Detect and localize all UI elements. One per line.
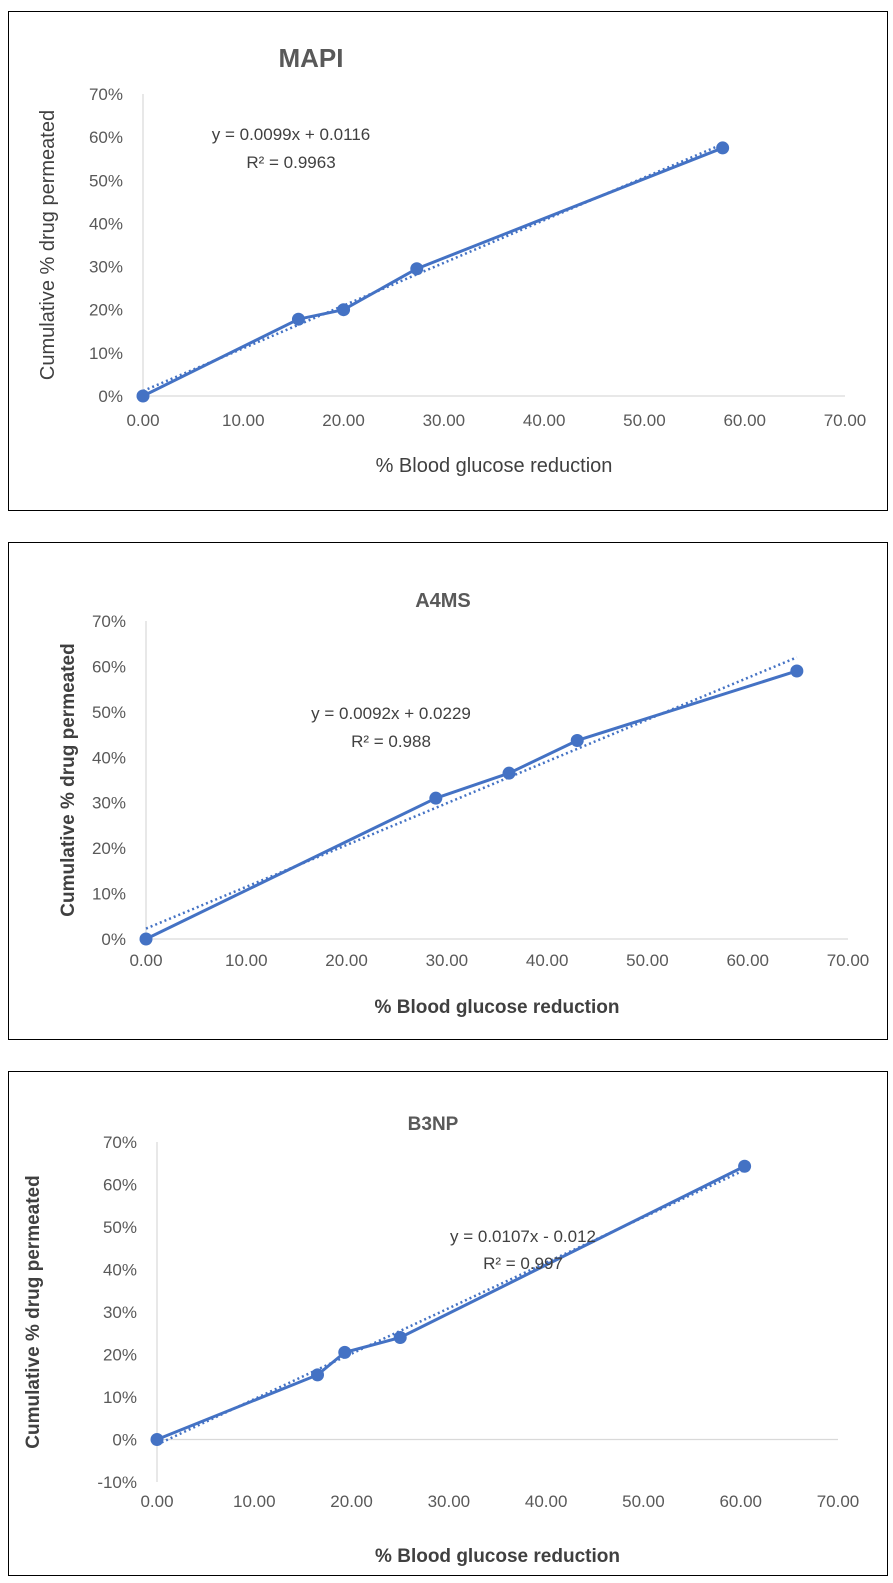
y-tick-label: 50%: [92, 703, 126, 722]
trendline-r-squared: R² = 0.988: [351, 732, 431, 751]
chart-panel-b3np: B3NP -10% 0% 10% 20% 30% 40% 50% 60% 70% 0.00 10.00…: [8, 1071, 888, 1576]
x-tick-label: 60.00: [719, 1492, 762, 1511]
series-line: [145, 669, 798, 941]
x-tick-label: 60.00: [723, 411, 766, 430]
x-tick-label: 70.00: [827, 951, 870, 970]
y-tick-label: 0%: [101, 930, 126, 949]
x-tick-label: 40.00: [523, 411, 566, 430]
y-tick-label: 20%: [103, 1346, 137, 1365]
chart-panel-mapi: MAPI 0% 10% 20% 30% 40% 50% 60% 70% 0.00 10.00 20.0…: [8, 11, 888, 511]
x-axis-title: % Blood glucose reduction: [376, 455, 613, 477]
y-axis-title: Cumulative % drug permeated: [37, 110, 59, 380]
data-point: [429, 791, 443, 805]
trendline-r-squared: R² = 0.9963: [246, 153, 335, 172]
chart-a4ms: A4MS 0% 10% 20% 30% 40% 50% 60% 70% 0.00 10.00 20.0…: [58, 590, 870, 1018]
y-tick-label: -10%: [97, 1473, 137, 1492]
y-tick-label: 60%: [103, 1176, 137, 1195]
data-point: [393, 1331, 407, 1344]
y-tick-label: 50%: [103, 1218, 137, 1237]
x-tick-label: 50.00: [622, 1492, 665, 1511]
x-tick-label: 10.00: [222, 411, 265, 430]
x-tick-label: 30.00: [426, 951, 469, 970]
x-axis-title: % Blood glucose reduction: [375, 1546, 620, 1567]
x-tick-label: 70.00: [817, 1492, 860, 1511]
x-tick-label: 30.00: [428, 1492, 471, 1511]
data-point: [716, 141, 730, 155]
data-point: [337, 303, 351, 317]
x-tick-label: 10.00: [233, 1492, 276, 1511]
data-point: [291, 312, 305, 326]
chart-mapi: MAPI 0% 10% 20% 30% 40% 50% 60% 70% 0.00 10.00 20.0…: [37, 43, 867, 477]
x-tick-label: 0.00: [129, 951, 162, 970]
data-point: [311, 1368, 325, 1382]
data-point: [738, 1159, 752, 1173]
x-tick-label: 40.00: [525, 1492, 568, 1511]
x-tick-label: 30.00: [423, 411, 466, 430]
y-tick-label: 70%: [103, 1133, 137, 1152]
y-tick-label: 40%: [89, 214, 123, 233]
x-tick-label: 10.00: [225, 951, 268, 970]
x-tick-label: 0.00: [126, 411, 159, 430]
series-line: [156, 1164, 746, 1441]
y-tick-label: 30%: [92, 794, 126, 813]
chart-title: MAPI: [279, 43, 344, 73]
trendline: [145, 656, 798, 930]
x-tick-label: 60.00: [726, 951, 769, 970]
x-tick-label: 50.00: [623, 411, 666, 430]
data-point: [502, 766, 516, 780]
trendline-equation: y = 0.0107x - 0.012: [450, 1227, 596, 1246]
y-axis-title: Cumulative % drug permeated: [58, 643, 79, 916]
series-line: [142, 146, 724, 398]
y-tick-label: 60%: [92, 657, 126, 676]
y-tick-label: 50%: [89, 171, 123, 190]
y-tick-label: 0%: [112, 1431, 137, 1450]
x-tick-label: 20.00: [322, 411, 365, 430]
chart-b3np: B3NP -10% 0% 10% 20% 30% 40% 50% 60% 70% 0.00 10.00…: [23, 1114, 860, 1567]
data-point: [790, 664, 804, 678]
x-tick-label: 70.00: [824, 411, 867, 430]
y-tick-label: 40%: [103, 1261, 137, 1280]
trendline-r-squared: R² = 0.997: [483, 1254, 563, 1273]
y-tick-label: 20%: [89, 301, 123, 320]
data-point: [150, 1433, 164, 1446]
y-axis-title: Cumulative % drug permeated: [23, 1175, 44, 1448]
y-tick-label: 60%: [89, 128, 123, 147]
chart-title: A4MS: [415, 590, 471, 612]
y-tick-label: 70%: [92, 612, 126, 631]
y-tick-label: 0%: [98, 387, 123, 406]
data-point: [338, 1345, 352, 1359]
x-tick-label: 50.00: [626, 951, 669, 970]
data-point: [136, 389, 150, 403]
x-tick-label: 0.00: [140, 1492, 173, 1511]
trendline-equation: y = 0.0099x + 0.0116: [212, 125, 370, 144]
x-tick-label: 20.00: [330, 1492, 373, 1511]
y-tick-label: 10%: [92, 885, 126, 904]
chart-panel-a4ms: A4MS 0% 10% 20% 30% 40% 50% 60% 70% 0.00 10.00 20.0…: [8, 542, 888, 1040]
y-tick-label: 20%: [92, 839, 126, 858]
data-point: [570, 733, 584, 747]
x-tick-label: 20.00: [325, 951, 368, 970]
y-tick-label: 10%: [89, 344, 123, 363]
y-tick-label: 70%: [89, 85, 123, 104]
data-point: [139, 932, 153, 946]
y-tick-label: 30%: [89, 258, 123, 277]
y-tick-label: 10%: [103, 1388, 137, 1407]
trendline-equation: y = 0.0092x + 0.0229: [311, 704, 471, 723]
chart-title: B3NP: [408, 1114, 459, 1135]
y-tick-label: 40%: [92, 748, 126, 767]
y-tick-label: 30%: [103, 1303, 137, 1322]
x-tick-label: 40.00: [526, 951, 569, 970]
data-point: [410, 262, 424, 276]
x-axis-title: % Blood glucose reduction: [375, 997, 620, 1018]
